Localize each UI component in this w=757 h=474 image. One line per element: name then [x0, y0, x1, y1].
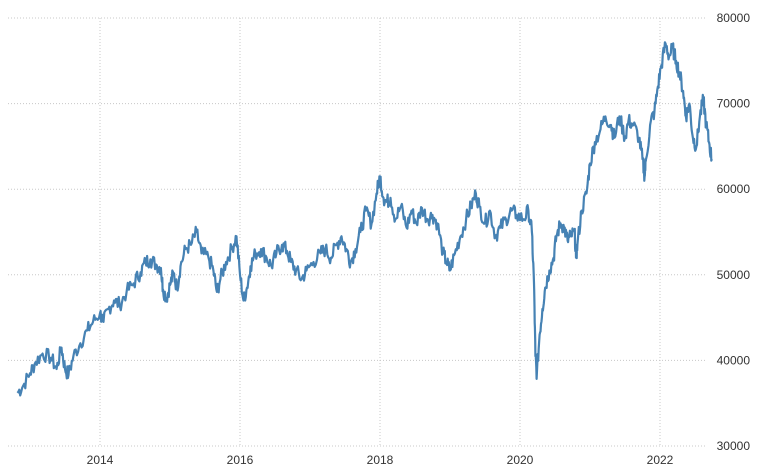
- x-tick-label-2016: 2016: [227, 453, 254, 467]
- x-axis: 2014 2016 2018 2020 2022: [87, 453, 674, 467]
- x-tick-label-2020: 2020: [507, 453, 534, 467]
- y-tick-label-80000: 80000: [717, 11, 751, 25]
- y-axis: 30000 40000 50000 60000 70000 80000: [717, 11, 751, 453]
- series-layer: [16, 41, 713, 397]
- series-line-0: [16, 41, 713, 397]
- x-tick-label-2018: 2018: [367, 453, 394, 467]
- y-tick-label-70000: 70000: [717, 97, 751, 111]
- y-tick-label-30000: 30000: [717, 439, 751, 453]
- y-tick-label-60000: 60000: [717, 182, 751, 196]
- x-tick-label-2022: 2022: [647, 453, 674, 467]
- grid-lines: [8, 17, 705, 447]
- y-tick-label-50000: 50000: [717, 268, 751, 282]
- x-tick-label-2014: 2014: [87, 453, 114, 467]
- y-tick-label-40000: 40000: [717, 353, 751, 367]
